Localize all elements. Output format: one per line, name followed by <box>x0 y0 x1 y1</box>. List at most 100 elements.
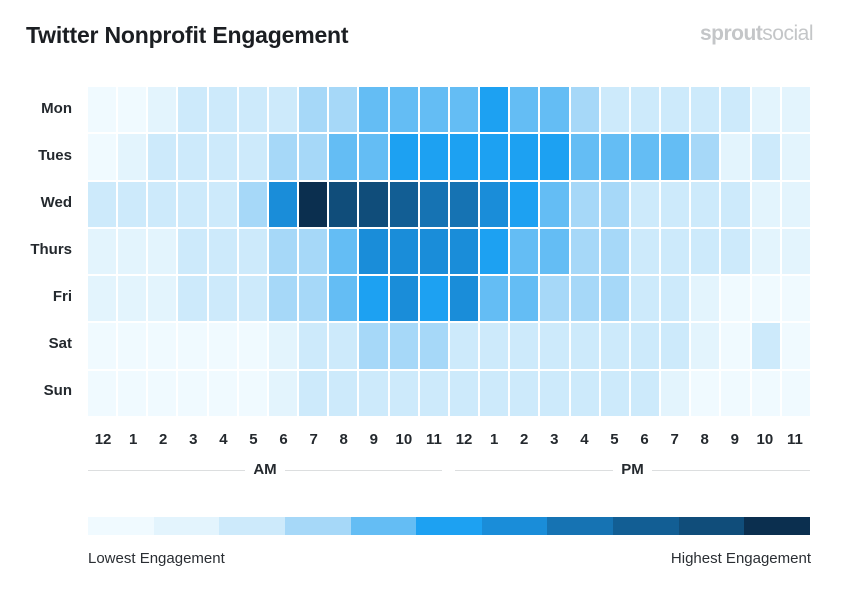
heatmap-cell-wed-17 <box>600 181 629 227</box>
heatmap-cell-thurs-22 <box>751 228 780 275</box>
heatmap-cell-thurs-3 <box>178 228 207 275</box>
heatmap-cell-sun-4 <box>208 370 237 416</box>
heatmap-cell-sat-8 <box>329 323 358 369</box>
heatmap-grid <box>88 87 810 416</box>
heatmap-cell-sun-13 <box>480 370 509 416</box>
heatmap-cell-mon-13 <box>480 87 509 133</box>
heatmap-cell-fri-8 <box>329 276 358 322</box>
heatmap-cell-sat-10 <box>389 323 418 369</box>
heatmap-cell-thurs-21 <box>721 228 750 275</box>
heatmap-cell-tues-23 <box>781 134 810 180</box>
heatmap-cell-wed-13 <box>480 181 509 227</box>
heatmap-cell-wed-3 <box>178 181 207 227</box>
heatmap-cell-thurs-4 <box>208 228 237 275</box>
heatmap-cell-sat-13 <box>480 323 509 369</box>
heatmap-cell-sat-1 <box>118 323 147 369</box>
heatmap-cell-sun-0 <box>88 370 117 416</box>
heatmap-cell-wed-9 <box>359 181 388 227</box>
heatmap-cell-tues-7 <box>299 134 328 180</box>
heatmap-cell-thurs-16 <box>570 228 599 275</box>
heatmap-cell-fri-16 <box>570 276 599 322</box>
heatmap-cell-tues-17 <box>600 134 629 180</box>
heatmap-cell-fri-2 <box>148 276 177 322</box>
heatmap-cell-wed-10 <box>389 181 418 227</box>
heatmap-cell-sun-18 <box>630 370 660 416</box>
heatmap-cell-fri-3 <box>178 276 207 322</box>
heatmap-cell-wed-18 <box>630 181 660 227</box>
heatmap-cell-mon-12 <box>449 87 479 133</box>
heatmap-cell-sat-14 <box>510 323 539 369</box>
heatmap-cell-mon-8 <box>329 87 358 133</box>
hour-tick-14: 2 <box>520 431 529 448</box>
row-label-wed: Wed <box>40 194 72 211</box>
heatmap-cell-sat-20 <box>691 323 720 369</box>
heatmap-cell-sat-16 <box>570 323 599 369</box>
heatmap-cell-tues-16 <box>570 134 599 180</box>
heatmap-cell-tues-8 <box>329 134 358 180</box>
heatmap-cell-wed-2 <box>148 181 177 227</box>
heatmap-cell-fri-23 <box>781 276 810 322</box>
heatmap-cell-sat-17 <box>600 323 629 369</box>
heatmap-cell-sat-5 <box>238 323 267 369</box>
heatmap-cell-sun-5 <box>238 370 267 416</box>
heatmap-cell-thurs-0 <box>88 228 117 275</box>
heatmap-cell-fri-21 <box>721 276 750 322</box>
hour-tick-1: 1 <box>128 431 138 448</box>
row-label-sat: Sat <box>48 335 72 352</box>
heatmap-cell-mon-17 <box>600 87 629 133</box>
hour-tick-5: 5 <box>249 431 258 448</box>
heatmap-cell-tues-3 <box>178 134 207 180</box>
heatmap-cell-tues-10 <box>389 134 418 180</box>
color-legend <box>88 517 811 535</box>
heatmap-cell-tues-11 <box>419 134 448 180</box>
heatmap-cell-tues-1 <box>118 134 147 180</box>
heatmap-cell-fri-5 <box>238 276 267 322</box>
heatmap-cell-sun-14 <box>510 370 539 416</box>
heatmap-cell-sat-2 <box>148 323 177 369</box>
heatmap-cell-sun-12 <box>449 370 479 416</box>
heatmap-cell-fri-7 <box>299 276 328 322</box>
heatmap-cell-sat-0 <box>88 323 117 369</box>
heatmap-cell-sat-3 <box>178 323 207 369</box>
heatmap-cell-mon-21 <box>721 87 750 133</box>
heatmap-cell-sun-3 <box>178 370 207 416</box>
heatmap-cell-tues-0 <box>88 134 117 180</box>
heatmap-cell-sun-1 <box>118 370 147 416</box>
heatmap-cell-mon-0 <box>88 87 117 133</box>
heatmap-cell-mon-22 <box>751 87 780 133</box>
heatmap-cell-wed-23 <box>781 181 810 227</box>
heatmap-cell-thurs-14 <box>510 228 539 275</box>
hour-tick-6: 6 <box>279 431 288 448</box>
heatmap-cell-wed-14 <box>510 181 539 227</box>
heatmap-cell-fri-6 <box>268 276 298 322</box>
heatmap-cell-wed-7 <box>299 181 328 227</box>
row-label-thurs: Thurs <box>30 241 72 258</box>
heatmap-cell-fri-9 <box>359 276 388 322</box>
hour-tick-20: 8 <box>700 431 709 448</box>
heatmap-cell-tues-9 <box>359 134 388 180</box>
heatmap-cell-tues-15 <box>540 134 569 180</box>
hour-tick-16: 4 <box>580 431 589 448</box>
pm-label: PM <box>613 461 652 478</box>
hour-tick-19: 7 <box>670 431 679 448</box>
heatmap-cell-sat-19 <box>661 323 690 369</box>
heatmap-cell-thurs-17 <box>600 228 629 275</box>
heatmap-cell-mon-20 <box>691 87 720 133</box>
heatmap-cell-sat-15 <box>540 323 569 369</box>
heatmap-cell-tues-5 <box>238 134 267 180</box>
row-label-fri: Fri <box>52 288 72 305</box>
heatmap-cell-tues-22 <box>751 134 780 180</box>
heatmap-cell-tues-21 <box>721 134 750 180</box>
legend-swatch-3 <box>284 517 351 535</box>
heatmap-cell-wed-8 <box>329 181 358 227</box>
heatmap-cell-wed-4 <box>208 181 237 227</box>
hour-tick-23: 11 <box>787 431 803 448</box>
heatmap-cell-thurs-11 <box>419 228 448 275</box>
heatmap-cell-sun-10 <box>389 370 418 416</box>
heatmap-cell-thurs-7 <box>299 228 328 275</box>
heatmap-cell-fri-14 <box>510 276 539 322</box>
heatmap-cell-fri-20 <box>691 276 720 322</box>
hour-tick-8: 8 <box>339 431 348 448</box>
heatmap-cell-tues-13 <box>480 134 509 180</box>
hour-tick-3: 3 <box>189 431 198 448</box>
